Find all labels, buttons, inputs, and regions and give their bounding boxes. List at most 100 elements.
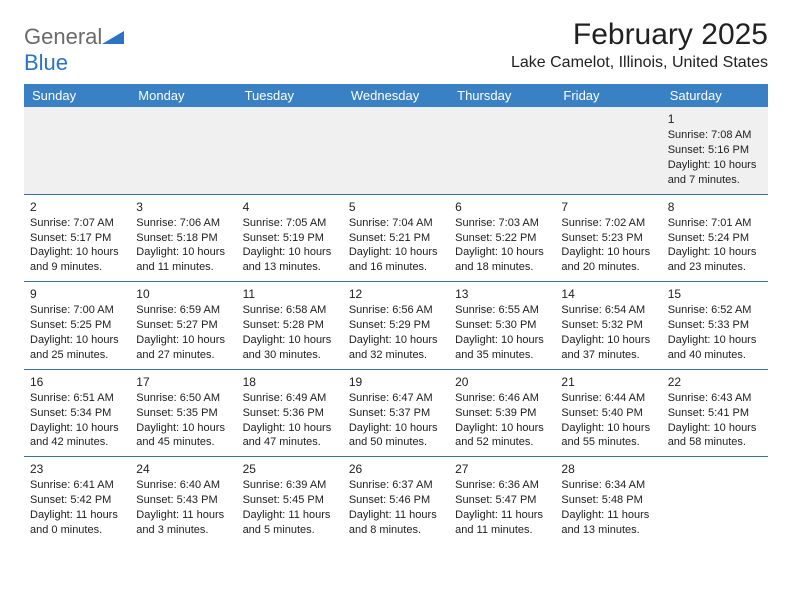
day-number: 14 <box>561 286 655 302</box>
calendar-cell <box>130 107 236 194</box>
calendar-cell <box>555 107 661 194</box>
day-number: 2 <box>30 199 124 215</box>
calendar-table: Sunday Monday Tuesday Wednesday Thursday… <box>24 84 768 544</box>
cell-sunset: Sunset: 5:19 PM <box>243 231 337 246</box>
cell-sunset: Sunset: 5:22 PM <box>455 231 549 246</box>
cell-sunrise: Sunrise: 6:56 AM <box>349 303 443 318</box>
cell-daylight: Daylight: 11 hours and 3 minutes. <box>136 508 230 538</box>
cell-sunset: Sunset: 5:33 PM <box>668 318 762 333</box>
cell-sunset: Sunset: 5:28 PM <box>243 318 337 333</box>
col-friday: Friday <box>555 84 661 107</box>
cell-sunset: Sunset: 5:25 PM <box>30 318 124 333</box>
cell-sunrise: Sunrise: 7:03 AM <box>455 216 549 231</box>
day-number: 27 <box>455 461 549 477</box>
day-number: 23 <box>30 461 124 477</box>
cell-daylight: Daylight: 10 hours and 25 minutes. <box>30 333 124 363</box>
cell-sunrise: Sunrise: 6:58 AM <box>243 303 337 318</box>
calendar-cell: 7Sunrise: 7:02 AMSunset: 5:23 PMDaylight… <box>555 194 661 282</box>
brand-logo: General Blue <box>24 18 124 76</box>
cell-sunrise: Sunrise: 7:07 AM <box>30 216 124 231</box>
calendar-cell: 22Sunrise: 6:43 AMSunset: 5:41 PMDayligh… <box>662 369 768 457</box>
cell-daylight: Daylight: 10 hours and 7 minutes. <box>668 158 762 188</box>
cell-daylight: Daylight: 10 hours and 9 minutes. <box>30 245 124 275</box>
cell-sunset: Sunset: 5:16 PM <box>668 143 762 158</box>
cell-sunrise: Sunrise: 7:08 AM <box>668 128 762 143</box>
cell-sunrise: Sunrise: 7:06 AM <box>136 216 230 231</box>
calendar-cell: 15Sunrise: 6:52 AMSunset: 5:33 PMDayligh… <box>662 282 768 370</box>
cell-sunset: Sunset: 5:32 PM <box>561 318 655 333</box>
calendar-header-row: Sunday Monday Tuesday Wednesday Thursday… <box>24 84 768 107</box>
calendar-cell <box>662 457 768 544</box>
calendar-week-row: 16Sunrise: 6:51 AMSunset: 5:34 PMDayligh… <box>24 369 768 457</box>
cell-sunset: Sunset: 5:46 PM <box>349 493 443 508</box>
calendar-cell: 16Sunrise: 6:51 AMSunset: 5:34 PMDayligh… <box>24 369 130 457</box>
day-number: 25 <box>243 461 337 477</box>
cell-daylight: Daylight: 11 hours and 11 minutes. <box>455 508 549 538</box>
calendar-cell: 27Sunrise: 6:36 AMSunset: 5:47 PMDayligh… <box>449 457 555 544</box>
cell-sunset: Sunset: 5:47 PM <box>455 493 549 508</box>
cell-sunset: Sunset: 5:37 PM <box>349 406 443 421</box>
calendar-cell: 20Sunrise: 6:46 AMSunset: 5:39 PMDayligh… <box>449 369 555 457</box>
calendar-cell: 23Sunrise: 6:41 AMSunset: 5:42 PMDayligh… <box>24 457 130 544</box>
cell-daylight: Daylight: 10 hours and 30 minutes. <box>243 333 337 363</box>
month-title: February 2025 <box>511 18 768 52</box>
cell-sunset: Sunset: 5:21 PM <box>349 231 443 246</box>
cell-daylight: Daylight: 10 hours and 47 minutes. <box>243 421 337 451</box>
logo-triangle-icon <box>102 28 124 49</box>
day-number: 11 <box>243 286 337 302</box>
col-wednesday: Wednesday <box>343 84 449 107</box>
cell-sunrise: Sunrise: 6:50 AM <box>136 391 230 406</box>
cell-sunrise: Sunrise: 6:46 AM <box>455 391 549 406</box>
cell-daylight: Daylight: 10 hours and 37 minutes. <box>561 333 655 363</box>
calendar-cell: 17Sunrise: 6:50 AMSunset: 5:35 PMDayligh… <box>130 369 236 457</box>
cell-sunrise: Sunrise: 7:00 AM <box>30 303 124 318</box>
day-number: 1 <box>668 111 762 127</box>
cell-sunrise: Sunrise: 7:01 AM <box>668 216 762 231</box>
cell-daylight: Daylight: 10 hours and 55 minutes. <box>561 421 655 451</box>
calendar-week-row: 2Sunrise: 7:07 AMSunset: 5:17 PMDaylight… <box>24 194 768 282</box>
day-number: 5 <box>349 199 443 215</box>
calendar-cell: 1Sunrise: 7:08 AMSunset: 5:16 PMDaylight… <box>662 107 768 194</box>
calendar-week-row: 23Sunrise: 6:41 AMSunset: 5:42 PMDayligh… <box>24 457 768 544</box>
day-number: 16 <box>30 374 124 390</box>
calendar-cell: 13Sunrise: 6:55 AMSunset: 5:30 PMDayligh… <box>449 282 555 370</box>
day-number: 15 <box>668 286 762 302</box>
calendar-week-row: 9Sunrise: 7:00 AMSunset: 5:25 PMDaylight… <box>24 282 768 370</box>
cell-sunset: Sunset: 5:18 PM <box>136 231 230 246</box>
cell-sunset: Sunset: 5:41 PM <box>668 406 762 421</box>
cell-sunrise: Sunrise: 6:49 AM <box>243 391 337 406</box>
col-thursday: Thursday <box>449 84 555 107</box>
calendar-cell <box>343 107 449 194</box>
calendar-cell: 4Sunrise: 7:05 AMSunset: 5:19 PMDaylight… <box>237 194 343 282</box>
cell-sunrise: Sunrise: 6:40 AM <box>136 478 230 493</box>
calendar-cell: 25Sunrise: 6:39 AMSunset: 5:45 PMDayligh… <box>237 457 343 544</box>
cell-daylight: Daylight: 10 hours and 32 minutes. <box>349 333 443 363</box>
cell-daylight: Daylight: 11 hours and 8 minutes. <box>349 508 443 538</box>
calendar-cell: 2Sunrise: 7:07 AMSunset: 5:17 PMDaylight… <box>24 194 130 282</box>
cell-sunrise: Sunrise: 6:43 AM <box>668 391 762 406</box>
cell-sunrise: Sunrise: 6:55 AM <box>455 303 549 318</box>
day-number: 28 <box>561 461 655 477</box>
calendar-cell <box>237 107 343 194</box>
cell-daylight: Daylight: 10 hours and 50 minutes. <box>349 421 443 451</box>
cell-sunrise: Sunrise: 7:04 AM <box>349 216 443 231</box>
day-number: 21 <box>561 374 655 390</box>
calendar-cell: 14Sunrise: 6:54 AMSunset: 5:32 PMDayligh… <box>555 282 661 370</box>
day-number: 26 <box>349 461 443 477</box>
calendar-cell: 6Sunrise: 7:03 AMSunset: 5:22 PMDaylight… <box>449 194 555 282</box>
day-number: 24 <box>136 461 230 477</box>
cell-daylight: Daylight: 10 hours and 23 minutes. <box>668 245 762 275</box>
page-header: General Blue February 2025 Lake Camelot,… <box>24 18 768 76</box>
cell-sunrise: Sunrise: 6:47 AM <box>349 391 443 406</box>
day-number: 12 <box>349 286 443 302</box>
calendar-cell: 5Sunrise: 7:04 AMSunset: 5:21 PMDaylight… <box>343 194 449 282</box>
cell-daylight: Daylight: 10 hours and 16 minutes. <box>349 245 443 275</box>
col-tuesday: Tuesday <box>237 84 343 107</box>
cell-sunrise: Sunrise: 6:59 AM <box>136 303 230 318</box>
cell-sunrise: Sunrise: 6:52 AM <box>668 303 762 318</box>
calendar-week-row: 1Sunrise: 7:08 AMSunset: 5:16 PMDaylight… <box>24 107 768 194</box>
cell-daylight: Daylight: 10 hours and 58 minutes. <box>668 421 762 451</box>
day-number: 19 <box>349 374 443 390</box>
calendar-page: General Blue February 2025 Lake Camelot,… <box>0 0 792 554</box>
cell-sunset: Sunset: 5:23 PM <box>561 231 655 246</box>
